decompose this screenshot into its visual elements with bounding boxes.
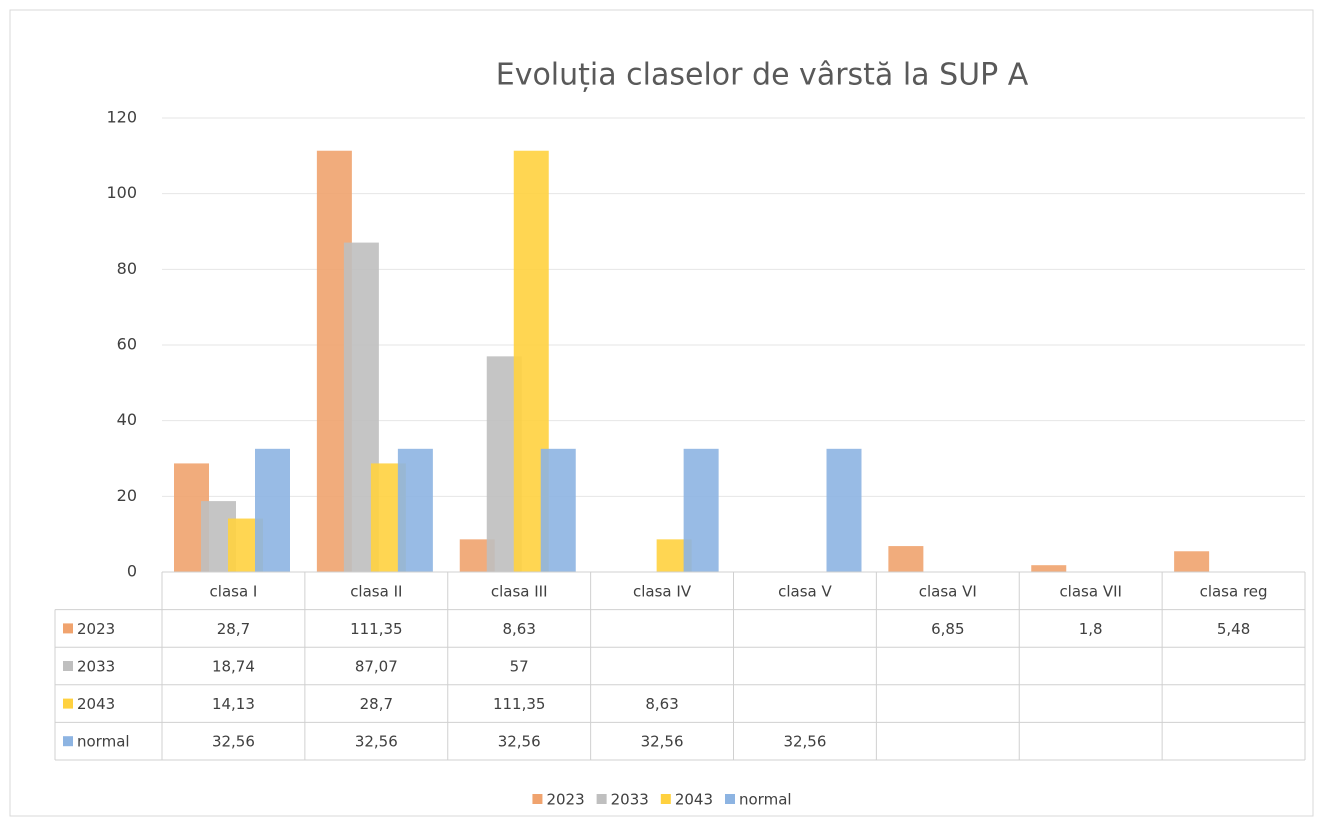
bar bbox=[1031, 565, 1067, 572]
bar bbox=[540, 448, 576, 572]
table-series-name: 2033 bbox=[77, 658, 115, 676]
x-tick-label: clasa VI bbox=[919, 582, 977, 600]
bar bbox=[397, 448, 433, 572]
table-cell: 8,63 bbox=[502, 620, 535, 638]
x-tick-label: clasa IV bbox=[633, 582, 692, 600]
legend-label: normal bbox=[739, 791, 792, 809]
y-tick-label: 40 bbox=[117, 410, 137, 429]
table-cell: 14,13 bbox=[212, 695, 255, 713]
table-cell: 32,56 bbox=[355, 733, 398, 751]
x-tick-label: clasa V bbox=[778, 582, 832, 600]
y-tick-label: 20 bbox=[117, 486, 137, 505]
x-tick-label: clasa II bbox=[350, 582, 402, 600]
legend-key bbox=[596, 794, 607, 804]
table-cell: 32,56 bbox=[498, 733, 541, 751]
table-cell: 32,56 bbox=[783, 733, 826, 751]
table-cell: 111,35 bbox=[493, 695, 546, 713]
table-cell: 32,56 bbox=[641, 733, 684, 751]
chart-border bbox=[9, 9, 1314, 817]
legend-label: 2033 bbox=[611, 791, 649, 809]
table-series-name: 2043 bbox=[77, 695, 115, 713]
y-tick-label: 100 bbox=[106, 183, 137, 202]
bar bbox=[888, 546, 924, 572]
bar bbox=[255, 448, 290, 572]
bar bbox=[683, 448, 719, 572]
legend-key bbox=[532, 794, 543, 804]
y-tick-label: 0 bbox=[127, 562, 137, 581]
legend-label: 2023 bbox=[546, 791, 584, 809]
table-cell: 8,63 bbox=[645, 695, 678, 713]
table-cell: 18,74 bbox=[212, 658, 255, 676]
table-cell: 32,56 bbox=[212, 733, 255, 751]
x-tick-label: clasa reg bbox=[1200, 582, 1268, 600]
table-cell: 28,7 bbox=[217, 620, 250, 638]
table-legend-key bbox=[63, 661, 73, 671]
table-series-name: 2023 bbox=[77, 620, 115, 638]
legend-key bbox=[660, 794, 671, 804]
table-cell: 111,35 bbox=[350, 620, 403, 638]
table-cell: 6,85 bbox=[931, 620, 964, 638]
table-cell: 1,8 bbox=[1079, 620, 1103, 638]
table-legend-key bbox=[63, 623, 73, 634]
legend-key bbox=[725, 794, 735, 804]
x-tick-label: clasa VII bbox=[1059, 582, 1122, 600]
table-cell: 57 bbox=[510, 658, 529, 676]
table-cell: 87,07 bbox=[355, 658, 398, 676]
x-tick-label: clasa III bbox=[491, 582, 548, 600]
table-cell: 28,7 bbox=[360, 695, 393, 713]
y-tick-label: 60 bbox=[117, 335, 137, 354]
table-legend-key bbox=[63, 736, 73, 747]
bar bbox=[1174, 551, 1210, 572]
table-legend-key bbox=[63, 698, 73, 709]
chart-title: Evoluția claselor de vârstă la SUP A bbox=[496, 58, 1029, 93]
table-series-name: normal bbox=[77, 733, 130, 751]
bar bbox=[826, 448, 862, 572]
y-tick-label: 80 bbox=[117, 259, 137, 278]
legend-label: 2043 bbox=[675, 791, 713, 809]
table-cell: 5,48 bbox=[1217, 620, 1250, 638]
y-tick-label: 120 bbox=[106, 108, 137, 127]
x-tick-label: clasa I bbox=[210, 582, 258, 600]
